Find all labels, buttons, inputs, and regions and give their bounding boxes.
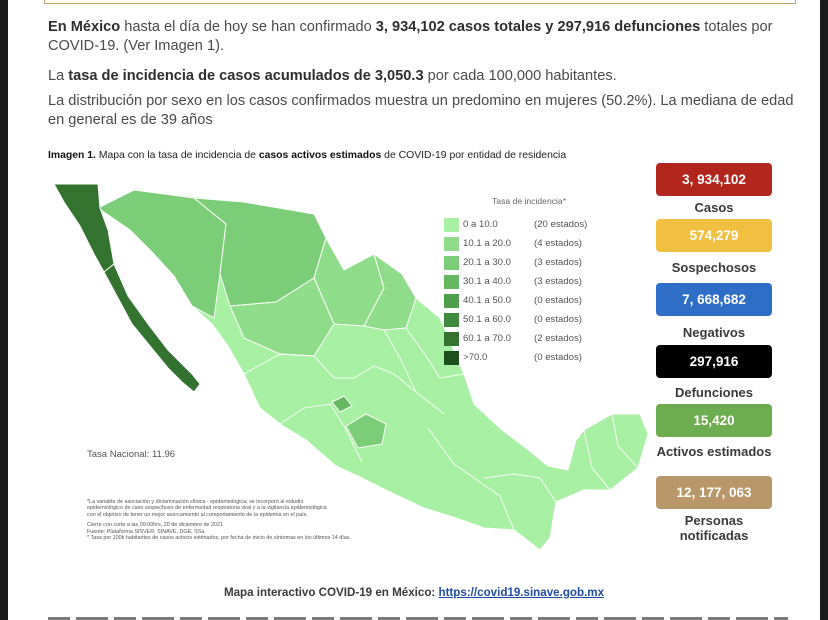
legend-row: 40.1 a 50.0 (0 estados) [444,294,614,308]
national-rate-label: Tasa Nacional: 11.96 [87,449,176,460]
legend-range: 60.1 a 70.0 [463,333,512,344]
top-border-rule [44,0,796,4]
legend-swatch [444,275,459,289]
map-state-baja-california [53,183,115,273]
footnote-line: epidemiológico de caso sospechoso de enf… [87,505,327,512]
stat-badge-casos: 3, 934,102 [656,163,772,196]
legend-row: 10.1 a 20.0 (4 estados) [444,237,614,251]
footnote-line: * Tasa por 100k habitantes de casos acti… [87,535,351,542]
legend-row: 50.1 a 60.0 (0 estados) [444,313,614,327]
legend-range: >70.0 [463,352,488,363]
legend-swatch [444,294,459,308]
footnote-line: Cierre con corte a las 09:00hrs, 20 de d… [87,522,224,529]
interactive-map-link[interactable]: https://covid19.sinave.gob.mx [438,586,605,599]
legend-swatch [444,237,459,251]
legend-row: 20.1 a 30.0 (3 estados) [444,256,614,270]
legend-count: (3 estados) [534,257,582,268]
map-footnotes: *La variable de asociación y dictaminaci… [87,499,427,541]
legend-row: 0 a 10.0 (20 estados) [444,218,614,232]
footnote-line: con el objetivo de tener un mejor acerca… [87,511,308,518]
map-state-durango [229,277,335,357]
legend-count: (3 estados) [534,276,582,287]
stat-label-activos: Activos estimados [656,444,772,459]
stat-badge-negativos: 7, 668,682 [656,283,772,316]
document-page: En México hasta el día de hoy se han con… [8,0,820,620]
legend-count: (20 estados) [534,219,588,230]
stat-label-negativos: Negativos [682,325,746,340]
legend-range: 20.1 a 30.0 [463,257,512,268]
legend-range: 50.1 a 60.0 [463,314,512,325]
legend-count: (4 estados) [534,238,582,249]
stat-badge-defunciones: 297,916 [656,345,772,378]
legend-swatch [444,351,459,365]
legend-swatch [444,313,459,327]
legend-range: 0 a 10.0 [463,219,498,230]
summary-paragraph-confirmed: En México hasta el día de hoy se han con… [48,19,773,54]
summary-paragraph-incidence: La tasa de incidencia de casos acumulado… [48,68,617,84]
cutoff-text-fragment [48,612,788,620]
interactive-map-line: Mapa interactivo COVID-19 en México: htt… [223,586,605,599]
stat-label-casos: Casos [694,200,734,215]
stat-badge-activos: 15,420 [656,404,772,437]
map-state-nuevo-leon [363,252,417,331]
legend-row: 30.1 a 40.0 (3 estados) [444,275,614,289]
mexico-incidence-map [53,183,649,551]
stat-badge-personas: 12, 177, 063 [656,476,772,509]
legend-count: (2 estados) [534,333,582,344]
summary-paragraph-distribution: La distribución por sexo en los casos co… [48,93,794,128]
footnote-line: Fuente: Plataforma SISVER, SINAVE, DGE, … [87,528,206,535]
legend-row: 60.1 a 70.0 (2 estados) [444,332,614,346]
legend-swatch [444,256,459,270]
map-state-sonora [97,189,227,319]
map-state-guanajuato [345,413,387,449]
stat-label-sospechosos: Sospechosos [671,260,757,275]
map-state-baja-california-sur [103,263,201,393]
stat-badge-sospechosos: 574,279 [656,219,772,252]
footnote-line: *La variable de asociación y dictaminaci… [87,499,304,505]
legend-swatch [444,332,459,346]
legend-swatch [444,218,459,232]
legend-count: (0 estados) [534,295,582,306]
legend-row: >70.0 (0 estados) [444,351,614,365]
legend-range: 30.1 a 40.0 [463,276,512,287]
stat-label-defunciones: Defunciones [674,385,753,400]
map-state-aguascalientes [331,395,353,413]
legend-title: Tasa de incidencia* [492,196,567,206]
map-caption: Imagen 1. Mapa con la tasa de incidencia… [48,150,567,161]
legend-range: 10.1 a 20.0 [463,238,512,249]
legend-range: 40.1 a 50.0 [463,295,512,306]
legend-count: (0 estados) [534,314,582,325]
legend-count: (0 estados) [534,352,582,363]
stat-label-personas: Personas notificadas [679,513,749,543]
